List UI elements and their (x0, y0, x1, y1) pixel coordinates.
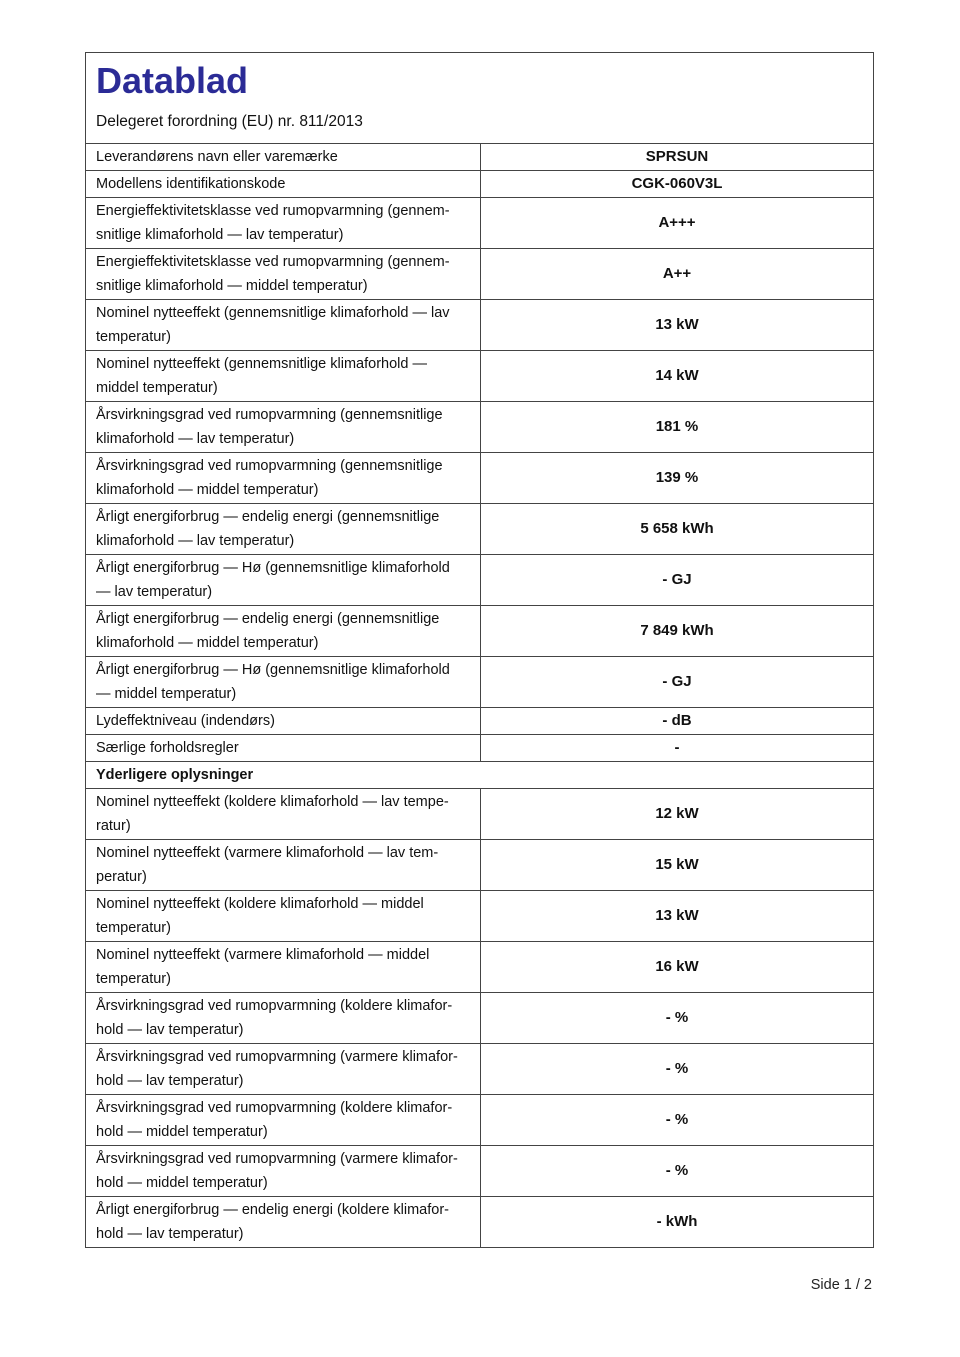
table-row: Nominel nytteeffekt (varmere klimaforhol… (86, 839, 873, 890)
datasheet-page: Datablad Delegeret forordning (EU) nr. 8… (85, 52, 874, 1293)
table-row: Årsvirkningsgrad ved rumopvarmning (kold… (86, 992, 873, 1043)
table-row: Nominel nytteeffekt (koldere klimaforhol… (86, 788, 873, 839)
row-label: Årligt energiforbrug — endelig energi (g… (86, 606, 481, 656)
row-value: CGK-060V3L (631, 175, 723, 192)
table-row: Energieffektivitetsklasse ved rumopvarmn… (86, 197, 873, 248)
row-value: SPRSUN (645, 148, 709, 165)
datasheet-table: Leverandørens navn eller varemærke SPRSUN… (86, 143, 873, 1247)
table-row: Leverandørens navn eller varemærke SPRSUN (86, 143, 873, 170)
table-row: Lydeffektniveau (indendørs) - dB (86, 707, 873, 734)
row-label: Nominel nytteeffekt (gennemsnitlige klim… (86, 351, 481, 401)
datasheet-box: Datablad Delegeret forordning (EU) nr. 8… (85, 52, 874, 1248)
row-label: Nominel nytteeffekt (gennemsnitlige klim… (86, 300, 481, 350)
row-label: Årligt energiforbrug — endelig energi (k… (86, 1197, 481, 1247)
table-row: Årsvirkningsgrad ved rumopvarmning (genn… (86, 452, 873, 503)
row-label: Leverandørens navn eller varemærke (86, 144, 481, 170)
row-label: Årligt energiforbrug — Hø (gennemsnitlig… (86, 657, 481, 707)
table-row: Årsvirkningsgrad ved rumopvarmning (varm… (86, 1043, 873, 1094)
row-label: Årsvirkningsgrad ved rumopvarmning (varm… (86, 1044, 481, 1094)
table-row: Årsvirkningsgrad ved rumopvarmning (genn… (86, 401, 873, 452)
regulation-subtitle: Delegeret forordning (EU) nr. 811/2013 (96, 113, 363, 130)
row-label: Særlige forholdsregler (86, 735, 481, 761)
table-row: Årligt energiforbrug — endelig energi (k… (86, 1196, 873, 1247)
row-value: - % (665, 1009, 689, 1026)
table-row: Årligt energiforbrug — endelig energi (g… (86, 503, 873, 554)
row-value: A++ (662, 265, 692, 282)
row-label: Årsvirkningsgrad ved rumopvarmning (kold… (86, 1095, 481, 1145)
row-label: Årsvirkningsgrad ved rumopvarmning (genn… (86, 453, 481, 503)
table-row: Nominel nytteeffekt (varmere klimaforhol… (86, 941, 873, 992)
row-label: Nominel nytteeffekt (varmere klimaforhol… (86, 840, 481, 890)
row-value: - % (665, 1060, 689, 1077)
row-value: 5 658 kWh (640, 520, 714, 537)
row-label: Årsvirkningsgrad ved rumopvarmning (kold… (86, 993, 481, 1043)
row-value: 15 kW (655, 856, 699, 873)
row-label: Nominel nytteeffekt (varmere klimaforhol… (86, 942, 481, 992)
table-section-row: Yderligere oplysninger (86, 761, 873, 788)
row-value: 7 849 kWh (640, 622, 714, 639)
row-label: Årligt energiforbrug — endelig energi (g… (86, 504, 481, 554)
row-value: A+++ (658, 214, 696, 231)
row-label: Årligt energiforbrug — Hø (gennemsnitlig… (86, 555, 481, 605)
row-label: Modellens identifikationskode (86, 171, 481, 197)
row-label: Årsvirkningsgrad ved rumopvarmning (genn… (86, 402, 481, 452)
row-label: Energieffektivitetsklasse ved rumopvarmn… (86, 198, 481, 248)
row-value: - GJ (662, 571, 692, 588)
row-label: Nominel nytteeffekt (koldere klimaforhol… (86, 891, 481, 941)
datasheet-header: Datablad Delegeret forordning (EU) nr. 8… (86, 53, 873, 143)
table-row: Årligt energiforbrug — Hø (gennemsnitlig… (86, 656, 873, 707)
row-value: 14 kW (655, 367, 699, 384)
row-label: Årsvirkningsgrad ved rumopvarmning (varm… (86, 1146, 481, 1196)
row-value: - dB (662, 712, 692, 729)
table-row: Årsvirkningsgrad ved rumopvarmning (varm… (86, 1145, 873, 1196)
table-row: Særlige forholdsregler - (86, 734, 873, 761)
page-title: Datablad (96, 60, 249, 101)
row-label: Nominel nytteeffekt (koldere klimaforhol… (86, 789, 481, 839)
row-value: - (674, 739, 680, 756)
table-row: Energieffektivitetsklasse ved rumopvarmn… (86, 248, 873, 299)
row-label: Lydeffektniveau (indendørs) (86, 708, 481, 734)
row-value: 13 kW (655, 316, 699, 333)
table-row: Modellens identifikationskode CGK-060V3L (86, 170, 873, 197)
row-value: - % (665, 1111, 689, 1128)
table-row: Nominel nytteeffekt (gennemsnitlige klim… (86, 350, 873, 401)
row-label: Energieffektivitetsklasse ved rumopvarmn… (86, 249, 481, 299)
section-title: Yderligere oplysninger (96, 767, 254, 783)
row-value: - % (665, 1162, 689, 1179)
table-row: Årligt energiforbrug — Hø (gennemsnitlig… (86, 554, 873, 605)
row-value: 12 kW (655, 805, 699, 822)
table-row: Årligt energiforbrug — endelig energi (g… (86, 605, 873, 656)
table-row: Nominel nytteeffekt (gennemsnitlige klim… (86, 299, 873, 350)
table-row: Årsvirkningsgrad ved rumopvarmning (kold… (86, 1094, 873, 1145)
page-number: Side 1 / 2 (810, 1277, 872, 1293)
row-value: 181 % (655, 418, 699, 435)
row-value: - kWh (656, 1213, 698, 1230)
row-value: 139 % (655, 469, 699, 486)
row-value: 16 kW (655, 958, 699, 975)
table-row: Nominel nytteeffekt (koldere klimaforhol… (86, 890, 873, 941)
row-value: - GJ (662, 673, 692, 690)
row-value: 13 kW (655, 907, 699, 924)
